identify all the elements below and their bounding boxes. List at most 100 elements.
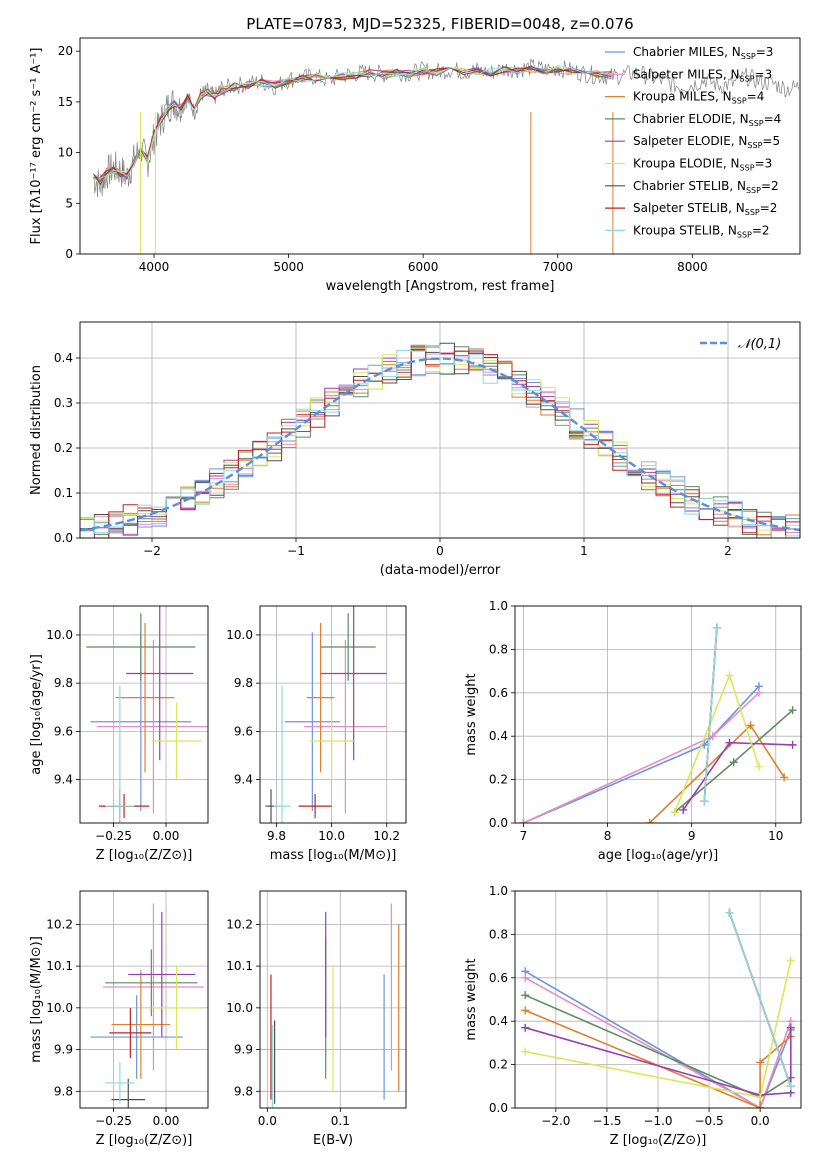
weight-series-line [728, 912, 792, 1087]
y-tick-label: 0.2 [489, 1058, 508, 1072]
spectrum-panel: 4000 5000 6000 7000 8000 0 5 10 15 20 wavelength [… [29, 37, 801, 294]
y-tick-label: 0.2 [54, 441, 73, 455]
y-tick-label: 9.8 [54, 1084, 73, 1098]
age-vs-metallicity-panel: −0.25 0.00 9.4 9.6 9.8 10.0 Z [log₁₀(Z/Z⊙)] age… [29, 605, 209, 863]
y-tick-label: 10.1 [226, 959, 253, 973]
weight-point-marker [754, 762, 763, 771]
x-axis-label: Z [log₁₀(Z/Z⊙)] [96, 848, 193, 863]
x-tick-label: −0.25 [95, 1114, 132, 1128]
x-axis-label: wavelength [Angstrom, rest frame] [326, 279, 555, 294]
y-tick-label: 0.0 [489, 1101, 508, 1115]
plot-area [93, 58, 800, 254]
weight-vs-metallicity-panel: −2.0 −1.5 −1.0 −0.5 0.0 0.0 0.2 0.4 0.6 0.8 1.0 Z [… [464, 884, 802, 1148]
weight-point-marker [712, 623, 721, 632]
plot-area [521, 908, 795, 1108]
y-tick-label: 9.6 [54, 724, 73, 738]
x-tick-label: 9.8 [267, 829, 286, 843]
y-tick-label: 9.8 [54, 676, 73, 690]
histogram-step-line [80, 345, 800, 538]
weight-point-marker [521, 1023, 530, 1032]
x-tick-label: −0.5 [695, 1114, 724, 1128]
y-tick-label: 20 [58, 44, 73, 58]
weight-series-line [524, 1009, 792, 1108]
plot-frame [514, 605, 802, 824]
y-tick-label: 9.9 [234, 1043, 253, 1057]
x-tick-label: −1.5 [592, 1114, 621, 1128]
x-tick-label: 6000 [408, 260, 439, 274]
legend-label: Kroupa MILES, NSSP=4 [633, 90, 764, 106]
plot-frame [79, 37, 801, 255]
plot-area [519, 623, 797, 823]
y-tick-label: 10 [58, 146, 73, 160]
y-axis-label: mass [log₁₀(M/M⊙)] [29, 936, 44, 1063]
y-tick-label: 0.3 [54, 396, 73, 410]
weight-series-line [524, 977, 792, 1108]
weight-point-marker [786, 956, 795, 965]
x-tick-label: −2.0 [541, 1114, 570, 1128]
age-vs-mass-panel: 9.8 10.0 10.2 9.4 9.6 9.8 10.0 mass [log₁₀(M/M⊙… [226, 605, 407, 863]
plot-frame [79, 890, 209, 1109]
plot-frame [79, 321, 801, 539]
y-tick-label: 10.0 [226, 1001, 253, 1015]
y-tick-label: 9.4 [54, 773, 73, 787]
weight-point-marker [729, 758, 738, 767]
mass-vs-extinction-panel: 0.0 0.1 9.8 9.9 10.0 10.1 10.2 E(B-V) [226, 890, 407, 1148]
y-tick-label: 1.0 [489, 884, 508, 898]
y-axis-label: mass weight [464, 673, 479, 755]
legend-label: 𝒩(0,1) [738, 337, 781, 352]
x-tick-label: 0.00 [153, 1114, 180, 1128]
x-tick-label: 8000 [677, 260, 708, 274]
x-tick-label: −1.0 [643, 1114, 672, 1128]
legend-label: Chabrier STELIB, NSSP=2 [633, 179, 779, 195]
x-tick-label: −0.25 [95, 829, 132, 843]
legend-label: Salpeter ELODIE, NSSP=5 [633, 134, 780, 150]
y-tick-label: 0.4 [489, 1014, 508, 1028]
mass-vs-metallicity-panel: −0.25 0.00 9.8 9.9 10.0 10.1 10.2 Z [log₁₀(Z/Z⊙… [29, 890, 209, 1148]
figure-title: PLATE=0783, MJD=52325, FIBERID=0048, z=0… [246, 15, 633, 33]
y-tick-label: 10.2 [46, 917, 73, 931]
weight-point-marker [725, 738, 734, 747]
histogram-step-line [80, 347, 800, 538]
x-tick-label: 0 [436, 544, 444, 558]
x-tick-label: 0.0 [258, 1114, 277, 1128]
weight-point-marker [708, 732, 717, 741]
x-tick-label: −2 [143, 544, 161, 558]
weight-series-line [524, 1026, 792, 1096]
x-axis-label: E(B-V) [313, 1133, 353, 1148]
x-tick-label: 0.1 [331, 1114, 350, 1128]
y-tick-label: 9.8 [234, 1084, 253, 1098]
x-tick-label: 1 [580, 544, 588, 558]
x-tick-label: 7000 [542, 260, 573, 274]
x-axis-label: Z [log₁₀(Z/Z⊙)] [96, 1133, 193, 1148]
weight-point-marker [786, 1082, 795, 1091]
y-tick-label: 10.0 [226, 628, 253, 642]
y-tick-label: 0.1 [54, 486, 73, 500]
x-axis-label: (data-model)/error [380, 563, 501, 578]
y-tick-label: 0 [65, 247, 73, 261]
x-tick-label: 0.00 [153, 829, 180, 843]
x-tick-label: 0.0 [751, 1114, 770, 1128]
y-tick-label: 1.0 [489, 599, 508, 613]
plot-frame [79, 605, 209, 824]
y-tick-label: 0.2 [489, 773, 508, 787]
weight-series-line [703, 627, 718, 802]
weight-point-marker [670, 808, 679, 817]
plot-area [270, 903, 400, 1108]
plot-area [86, 606, 208, 823]
x-tick-label: −1 [287, 544, 305, 558]
x-tick-label: 4000 [139, 260, 170, 274]
y-tick-label: 0.0 [54, 531, 73, 545]
residual-histogram-panel: −2 −1 0 1 2 0.0 0.1 0.2 0.3 0.4 (data-model)/error… [29, 321, 801, 578]
weight-point-marker [746, 721, 755, 730]
y-tick-label: 0.4 [54, 351, 73, 365]
normal-curve [80, 357, 800, 532]
weight-point-marker [788, 706, 797, 715]
y-tick-label: 5 [65, 196, 73, 210]
y-axis-label: Flux [fλ10⁻¹⁷ erg cm⁻² s⁻¹ A⁻¹] [29, 48, 44, 245]
legend-label: Salpeter MILES, NSSP=3 [633, 67, 772, 83]
x-tick-label: 7 [520, 829, 528, 843]
weight-point-marker [725, 908, 734, 917]
y-tick-label: 9.6 [234, 724, 253, 738]
weight-point-marker [756, 1104, 765, 1108]
